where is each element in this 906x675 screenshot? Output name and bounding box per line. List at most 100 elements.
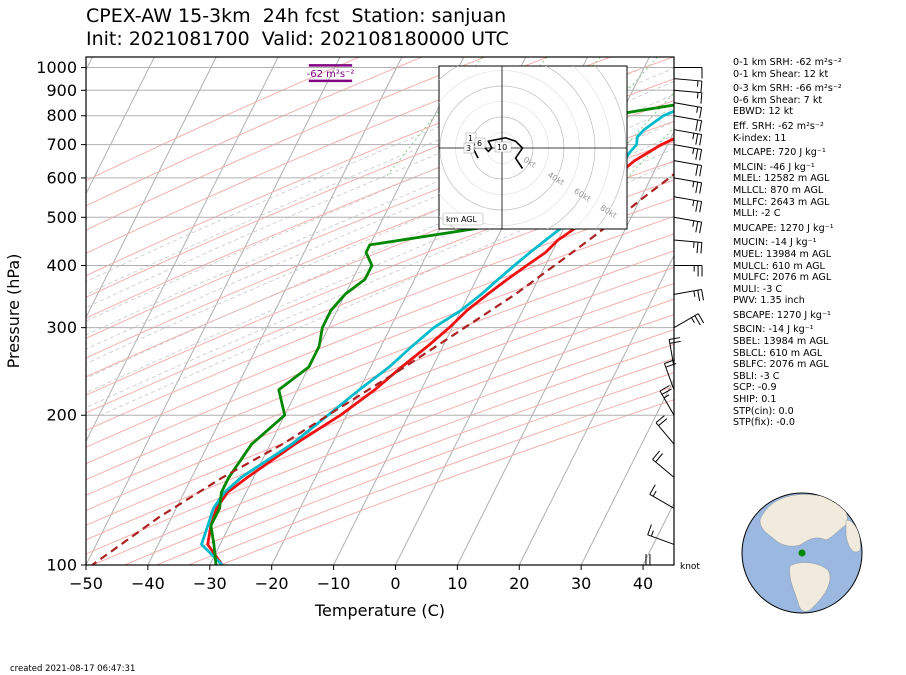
- wind-barb-feather: [695, 133, 699, 145]
- param-line: 0-3 km SRH: -66 m²s⁻²: [733, 83, 842, 95]
- x-tick-label: 10: [447, 574, 467, 593]
- hodograph-height-box: [494, 141, 512, 153]
- param-line: MUEL: 13984 m AGL: [733, 248, 832, 260]
- dry-adiabat-line: [92, 343, 674, 565]
- wind-barb: [655, 415, 675, 445]
- isotherm-line: [86, 57, 217, 319]
- wind-barb-feather: [696, 80, 699, 87]
- y-tick-label: 300: [46, 318, 77, 337]
- wind-barb: [673, 216, 703, 234]
- y-axis-label: Pressure (hPa): [4, 254, 23, 369]
- wind-units-label: knot: [680, 562, 700, 572]
- wind-barb-feather: [699, 134, 703, 146]
- chart-title-line-1: CPEX-AW 15-3km 24h fcst Station: sanjuan: [86, 5, 507, 27]
- wind-barb: [668, 337, 681, 368]
- wind-barb-feather: [699, 182, 703, 194]
- wind-barb: [673, 160, 703, 177]
- wind-barb: [673, 144, 703, 161]
- param-line: MLCAPE: 720 J kg⁻¹: [733, 147, 826, 159]
- wind-barb-feather: [692, 200, 695, 207]
- moist-adiabat-line: [86, 94, 674, 350]
- wind-barb-feather: [692, 220, 695, 227]
- wind-barb-staff: [673, 160, 702, 166]
- dry-adiabat-line: [86, 57, 423, 207]
- globe-land: [759, 494, 861, 612]
- hodograph-footer-box: [442, 212, 484, 226]
- wind-barb-staff: [673, 115, 702, 122]
- wind-barb: [673, 102, 703, 119]
- wind-barb: [673, 115, 703, 132]
- wind-barb-staff: [673, 177, 702, 184]
- wind-barb-feather: [700, 81, 703, 93]
- wind-barb-feather: [695, 119, 699, 131]
- wind-barb-feather: [699, 222, 703, 234]
- wind-barb-staff: [649, 493, 675, 509]
- wind-barb-feather: [695, 200, 699, 212]
- param-line: EBWD: 12 kt: [733, 106, 794, 118]
- param-line: MULFC: 2076 m AGL: [733, 272, 832, 284]
- hodograph-footer-text: km AGL: [446, 215, 478, 224]
- x-tick-label: −30: [193, 574, 227, 593]
- wind-barb-feather: [669, 340, 681, 344]
- hodograph-height-label: 3: [463, 142, 475, 154]
- mixing-ratio-line: [549, 57, 658, 179]
- param-line: MLLCL: 870 m AGL: [733, 184, 824, 196]
- param-line: STP(fix): -0.0: [733, 417, 795, 429]
- y-axis: 100 200 300 400 500 600 700 800 900 1000: [36, 58, 86, 575]
- hodograph-height-box: [474, 137, 486, 149]
- plot-frame: [85, 56, 675, 566]
- wind-barb-feather: [695, 148, 699, 160]
- wind-barb-feather: [695, 181, 699, 194]
- wind-barb-feather: [650, 530, 654, 537]
- param-line: SCP: -0.9: [733, 382, 777, 394]
- chart-title-line-2: Init: 2021081700 Valid: 202108180000 UTC: [86, 28, 509, 50]
- param-line: SBLI: -3 C: [733, 370, 780, 382]
- wind-barb-feather: [652, 490, 657, 497]
- wind-barb: [674, 264, 703, 277]
- param-line: MLEL: 12582 m AGL: [733, 173, 830, 185]
- wind-barb-staff: [673, 129, 702, 136]
- created-timestamp: created 2021-08-17 06:47:31: [10, 664, 136, 674]
- dry-adiabat-line: [86, 298, 674, 526]
- wind-barb: [673, 177, 703, 194]
- globe-station-dot: [798, 549, 806, 557]
- param-line: SBCIN: -14 J kg⁻¹: [733, 324, 814, 336]
- wind-barb-staff: [673, 78, 702, 82]
- trace-parcel: [91, 172, 674, 565]
- wind-barb-feather: [699, 201, 703, 213]
- wind-barb-feather: [701, 289, 704, 301]
- wind-barb-feather: [696, 242, 699, 254]
- wind-barb: [673, 89, 703, 104]
- wind-barb: [673, 313, 705, 329]
- dry-adiabat-line: [86, 266, 674, 496]
- param-line: MULI: -3 C: [733, 283, 783, 295]
- wind-barb-feather: [691, 317, 695, 324]
- wind-barb: [649, 484, 675, 509]
- wind-barb-feather: [658, 418, 668, 427]
- y-tick-label: 400: [46, 256, 77, 275]
- wind-barb-feather: [700, 242, 703, 254]
- wind-barb-feather: [669, 337, 681, 340]
- param-line: MLLFC: 2643 m AGL: [733, 196, 830, 208]
- x-tick-label: 20: [509, 574, 529, 593]
- x-axis-label: Temperature (C): [314, 601, 445, 620]
- dry-adiabat-line: [124, 358, 674, 565]
- dry-adiabat-line: [86, 233, 674, 465]
- wind-barb: [673, 288, 704, 302]
- wind-barb-feather: [700, 92, 703, 104]
- dry-adiabat-line: [86, 197, 674, 431]
- param-line: SBLFC: 2076 m AGL: [733, 359, 829, 371]
- wind-barb: [652, 450, 675, 478]
- wind-barb-staff: [655, 422, 675, 445]
- param-line: K-index: 11: [733, 132, 787, 144]
- wind-barb-staff: [659, 390, 675, 416]
- dry-adiabat-line: [86, 314, 674, 541]
- wind-barb-staff: [673, 196, 702, 203]
- param-line: STP(cin): 0.0: [733, 405, 794, 417]
- wind-barb-staff: [673, 216, 702, 223]
- wind-barb-feather: [699, 107, 703, 119]
- hodograph-height-text: 3: [466, 144, 471, 153]
- wind-barb-staff: [673, 313, 699, 329]
- hodograph-footer: km AGL: [442, 212, 484, 226]
